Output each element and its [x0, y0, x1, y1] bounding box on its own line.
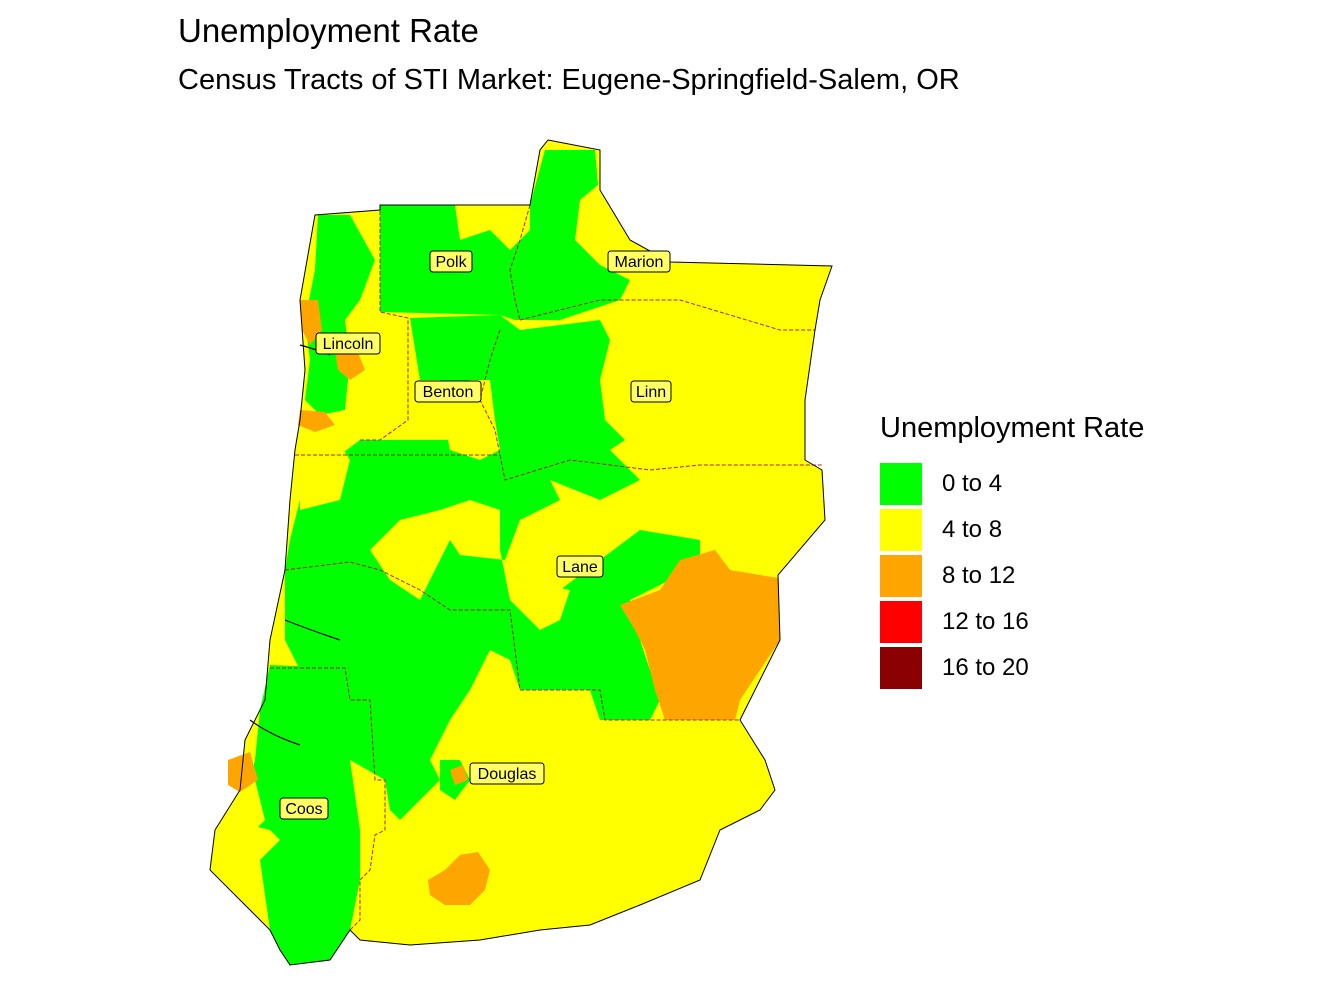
tract-green-coast-north — [305, 215, 375, 415]
border-benton-linn — [479, 329, 822, 481]
tract-orange-coos-coast — [228, 752, 258, 792]
county-label-lane: Lane — [556, 555, 604, 578]
svg-text:Linn: Linn — [636, 384, 666, 401]
county-label-lincoln: Lincoln — [315, 332, 381, 355]
svg-text:Polk: Polk — [435, 254, 467, 271]
svg-text:Coos: Coos — [285, 801, 322, 818]
legend-label: 8 to 12 — [942, 562, 1016, 589]
svg-text:Benton: Benton — [423, 384, 474, 401]
tract-orange-lincoln-3 — [298, 410, 335, 432]
border-douglas-coos — [270, 667, 386, 931]
legend-items: 0 to 4 4 to 8 8 to 12 12 to 16 16 to 20 — [880, 461, 1144, 691]
county-label-marion: Marion — [607, 250, 671, 273]
tract-orange-lane-east — [620, 550, 780, 720]
border-lane-douglas — [284, 561, 740, 721]
tract-yellow-coos-coast — [215, 780, 265, 835]
legend-label: 0 to 4 — [942, 470, 1003, 497]
legend-item: 16 to 20 — [880, 645, 1144, 691]
water-river-lane — [284, 619, 341, 641]
county-label-polk: Polk — [429, 250, 473, 273]
tract-yellow-lincoln-coast — [300, 420, 350, 510]
legend-swatch — [880, 555, 922, 597]
border-polk-lincoln — [360, 205, 409, 441]
border-marion-linn — [519, 299, 815, 331]
svg-text:Douglas: Douglas — [478, 766, 537, 783]
county-label-douglas: Douglas — [469, 762, 545, 785]
legend-item: 4 to 8 — [880, 507, 1144, 553]
legend-title: Unemployment Rate — [880, 412, 1145, 444]
tract-yellow-lane — [370, 500, 570, 630]
market-outline — [209, 139, 833, 966]
svg-text:Marion: Marion — [615, 254, 664, 271]
county-label-coos: Coos — [279, 797, 329, 820]
legend-label: 4 to 8 — [942, 516, 1003, 543]
legend-item: 0 to 4 — [880, 461, 1144, 507]
county-label-benton: Benton — [414, 380, 482, 403]
legend-item: 12 to 16 — [880, 599, 1144, 645]
legend-swatch — [880, 647, 922, 689]
svg-text:Lincoln: Lincoln — [323, 336, 374, 353]
legend-item: 8 to 12 — [880, 553, 1144, 599]
legend-swatch — [880, 463, 922, 505]
county-borders — [270, 204, 822, 931]
legend-swatch — [880, 509, 922, 551]
border-polk-marion — [509, 204, 531, 321]
map-title: Unemployment Rate — [178, 12, 479, 49]
county-labels: Polk Marion Lincoln Benton Linn Lane Dou… — [279, 250, 672, 820]
tract-orange-douglas-small — [450, 765, 468, 785]
orange-tracts — [228, 300, 780, 905]
map-subtitle: Census Tracts of STI Market: Eugene-Spri… — [178, 64, 960, 96]
tract-green-polk-marion — [380, 150, 630, 320]
tract-orange-douglas — [428, 852, 490, 905]
svg-text:Lane: Lane — [562, 559, 598, 576]
county-label-linn: Linn — [630, 380, 672, 403]
legend: Unemployment Rate 0 to 4 4 to 8 8 to 12 12 … — [880, 412, 1144, 691]
legend-label: 12 to 16 — [942, 608, 1029, 635]
legend-swatch — [880, 601, 922, 643]
legend-label: 16 to 20 — [942, 654, 1029, 681]
tract-green-benton-linn — [410, 315, 640, 500]
